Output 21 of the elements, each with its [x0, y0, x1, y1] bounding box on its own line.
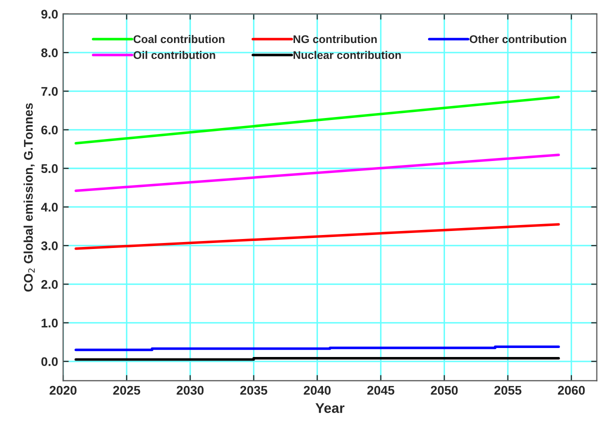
x-tick-label: 2060 — [558, 386, 585, 395]
x-tick-label: 2040 — [304, 386, 331, 395]
x-axis-title: Year — [316, 403, 344, 413]
y-tick-label: 8.0 — [41, 48, 58, 58]
y-tick-label: 4.0 — [41, 202, 58, 212]
y-tick-label: 3.0 — [41, 241, 58, 250]
y-tick-label: 0.0 — [41, 357, 58, 366]
y-tick-label: 7.0 — [41, 86, 58, 96]
y-tick-label: 9.0 — [41, 10, 58, 19]
y-tick-label: 6.0 — [41, 126, 58, 134]
y-tick-label: 1.0 — [42, 318, 58, 328]
x-tick-label: 2030 — [176, 386, 204, 395]
x-tick-label: 2025 — [113, 386, 140, 395]
x-tick-label: 2035 — [240, 386, 268, 395]
x-tick-label: 2055 — [494, 386, 522, 395]
x-tick-label: 2045 — [367, 386, 394, 395]
y-tick-label: 2.0 — [41, 280, 58, 289]
x-tick-label: 2020 — [50, 386, 76, 395]
x-tick-label: 2050 — [430, 386, 458, 395]
y-axis-title: CO$_{2}$ Global emission, G.Tonnes — [24, 103, 35, 292]
y-tick-label: 5.0 — [41, 164, 58, 174]
